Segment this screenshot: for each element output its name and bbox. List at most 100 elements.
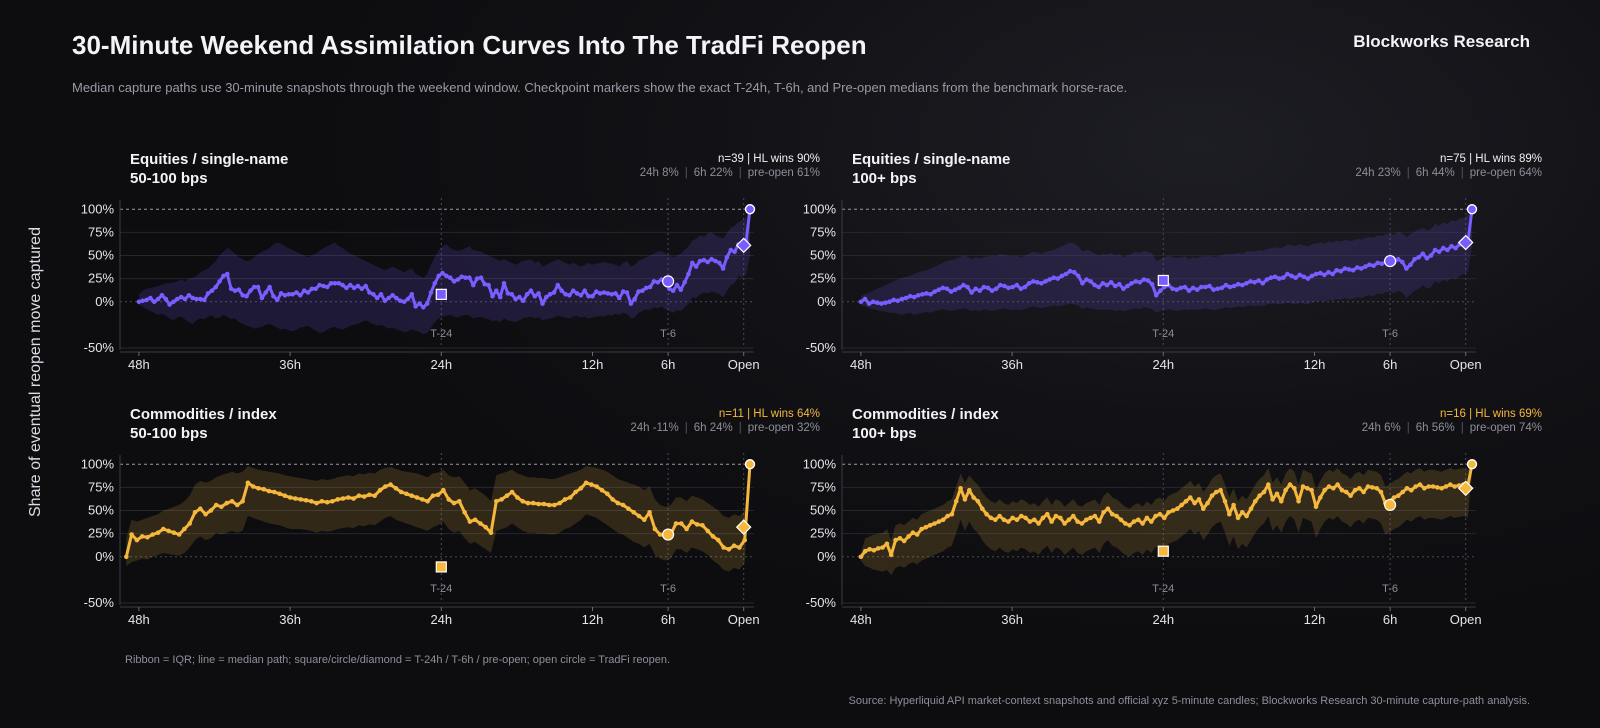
median-point (953, 499, 959, 504)
y-tick-label: -50% (84, 340, 115, 355)
median-point (1002, 283, 1007, 289)
median-point (1292, 486, 1297, 491)
median-point (679, 521, 684, 526)
median-point (261, 486, 266, 492)
median-point (993, 517, 998, 523)
median-point (636, 289, 641, 294)
median-point (1357, 486, 1362, 491)
median-point (1453, 245, 1458, 251)
median-point (655, 280, 661, 285)
median-point (1261, 489, 1267, 495)
median-point (1153, 293, 1159, 298)
median-point (401, 299, 407, 305)
median-point (447, 275, 453, 280)
median-point (1133, 279, 1138, 284)
median-point (182, 296, 188, 302)
median-point (1413, 484, 1418, 489)
median-point (1264, 277, 1270, 282)
median-point (1096, 284, 1102, 290)
median-point (578, 293, 584, 298)
median-point (891, 297, 896, 303)
median-point (1334, 268, 1339, 273)
chart-panel-commodities-100plus: Commodities / index 100+ bps n=16 | HL w… (803, 405, 1542, 635)
median-point (541, 501, 547, 507)
median-point (398, 298, 403, 304)
median-point (1268, 275, 1274, 280)
median-point (1170, 286, 1175, 292)
median-point (383, 484, 388, 489)
median-point (1097, 519, 1102, 524)
median-point (515, 495, 520, 500)
median-point (1279, 499, 1284, 504)
checkpoint-vline-label: T-6 (660, 583, 676, 595)
panel-title-line1: Commodities / index (130, 406, 277, 423)
median-point (1075, 519, 1080, 524)
median-point (1039, 281, 1044, 286)
median-point (374, 295, 380, 301)
x-tick-label: 36h (1001, 612, 1023, 627)
median-point (1283, 487, 1288, 493)
median-point (1436, 249, 1442, 255)
median-point (277, 491, 282, 497)
median-point (332, 281, 338, 286)
median-point (690, 260, 695, 266)
median-point (351, 496, 356, 501)
median-point (1101, 510, 1106, 515)
median-point (1404, 266, 1409, 271)
median-point (989, 288, 995, 293)
median-point (1049, 519, 1054, 524)
median-point (1296, 499, 1301, 504)
median-point (1331, 486, 1336, 491)
median-point (330, 499, 335, 504)
median-point (187, 521, 192, 526)
chart-svg: 100% 75% 50% 25% 0% -50% 48h 36h 24h 12h 6h Open T-2… (803, 453, 1482, 627)
median-point (1342, 266, 1348, 271)
median-point (601, 290, 607, 295)
median-point (689, 519, 695, 524)
median-point (1439, 486, 1444, 491)
median-point (858, 299, 864, 305)
median-point (152, 299, 157, 305)
median-point (513, 296, 518, 302)
median-point (1032, 517, 1037, 523)
median-point (632, 296, 637, 302)
median-point (546, 502, 552, 508)
panel-stat-main: n=75 | HL wins 89% (1440, 153, 1542, 165)
median-point (1313, 504, 1319, 510)
median-point (952, 287, 958, 292)
marker-t6h-circle (661, 528, 675, 541)
median-point (562, 497, 568, 502)
median-point (356, 493, 362, 498)
median-point (1006, 519, 1011, 524)
median-point (525, 500, 531, 506)
median-point (884, 541, 890, 547)
median-point (1367, 262, 1372, 268)
median-point (1379, 261, 1385, 267)
median-point (467, 519, 473, 524)
median-point (547, 292, 553, 297)
median-point (875, 546, 881, 551)
median-point (490, 293, 495, 299)
median-point (686, 271, 691, 277)
median-point (1059, 273, 1065, 279)
median-point (1231, 502, 1236, 508)
median-point (377, 487, 383, 493)
checkpoint-vline-label: T-24 (1152, 328, 1174, 340)
median-point (294, 290, 299, 295)
median-point (217, 279, 222, 284)
median-point (1071, 513, 1076, 519)
median-point (367, 290, 372, 295)
median-point (1346, 267, 1352, 272)
median-point (240, 293, 245, 298)
median-point (1178, 285, 1184, 291)
checkpoint-vline-label: T-24 (1152, 583, 1174, 595)
x-tick-label: 6h (1383, 612, 1397, 627)
median-point (705, 259, 710, 265)
panel-stats: n=39 | HL wins 90% 24h 8% | 6h 22% | pre-ope… (640, 152, 820, 180)
median-point (388, 482, 393, 487)
median-point (531, 500, 536, 506)
median-point (1063, 271, 1069, 277)
median-point (1260, 281, 1266, 286)
median-point (940, 517, 946, 523)
median-point (724, 255, 730, 260)
